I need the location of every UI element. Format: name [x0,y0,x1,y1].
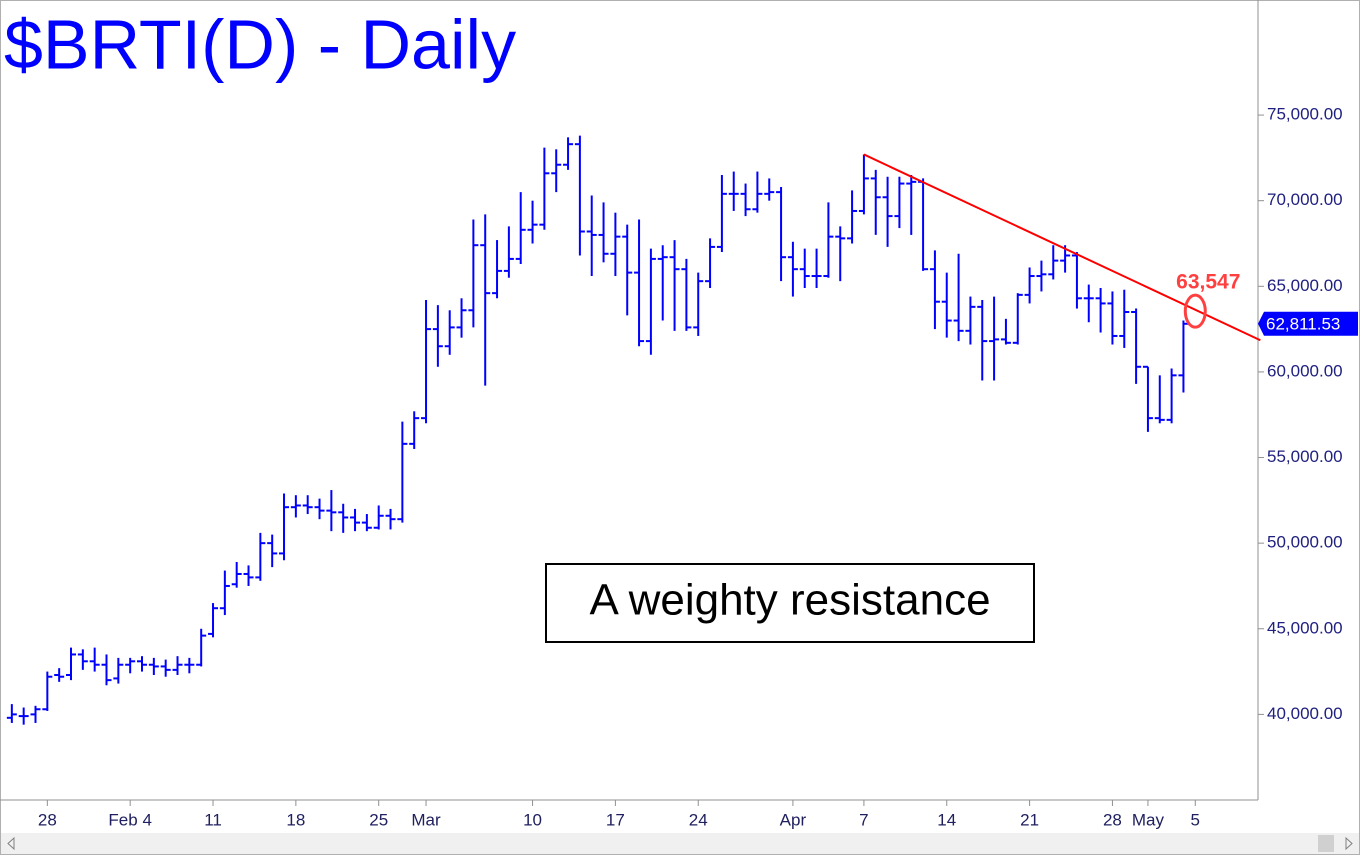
last-price-box [1258,311,1358,336]
x-tick-label: May [1132,810,1165,829]
scrollbar[interactable] [1,833,1359,854]
x-tick-label: 18 [286,810,305,829]
last-price-label: 62,811.53 [1266,314,1340,333]
y-tick-label: 60,000.00 [1267,361,1343,380]
trendline [863,153,1261,342]
chart-title: $BRTI(D) - Daily [4,5,516,83]
scroll-right[interactable] [1345,836,1353,851]
y-tick-label: 70,000.00 [1267,190,1343,209]
scrollbar-thumb[interactable] [1318,835,1334,852]
scrollbar-track[interactable] [1,833,1359,854]
x-tick-label: Mar [411,810,441,829]
y-tick-label: 50,000.00 [1267,533,1343,552]
x-tick-label: 28 [38,810,57,829]
annotation: A weighty resistance [589,576,990,625]
x-tick-label: 17 [606,810,625,829]
y-tick-label: 55,000.00 [1267,447,1343,466]
x-tick-label: 5 [1191,810,1200,829]
scroll-left[interactable] [7,836,15,851]
x-tick-label: 21 [1020,810,1039,829]
y-tick-label: 75,000.00 [1267,105,1343,124]
x-tick-label: 24 [689,810,708,829]
y-tick-label: 45,000.00 [1267,618,1343,637]
target-circle [1183,293,1207,329]
x-tick-label: 25 [369,810,388,829]
x-tick-label: 7 [859,810,868,829]
annotation-box [545,563,1035,643]
x-tick-label: 14 [937,810,956,829]
y-tick-label: 65,000.00 [1267,276,1343,295]
y-tick-label: 40,000.00 [1267,704,1343,723]
x-tick-label: 10 [523,810,542,829]
x-tick-label: 28 [1103,810,1122,829]
x-tick-label: 11 [204,810,222,829]
target-label: 63,547 [1176,271,1240,294]
x-tick-label: Feb 4 [108,810,151,829]
x-tick-label: Apr [780,810,807,829]
